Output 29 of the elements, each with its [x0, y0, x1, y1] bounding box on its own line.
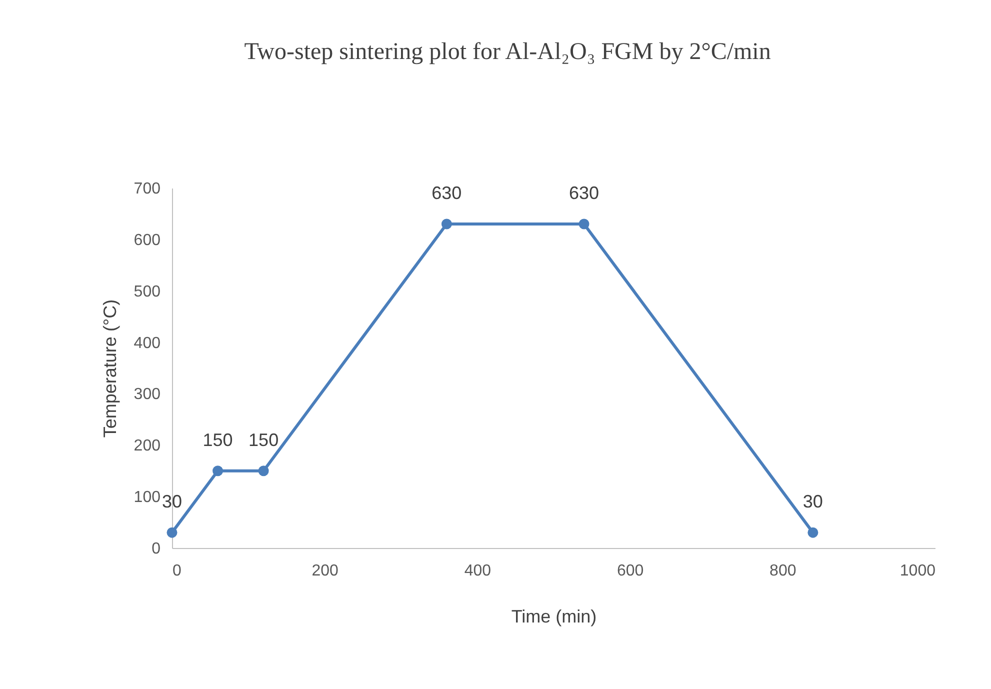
point: [441, 218, 452, 230]
data-label: 630: [432, 183, 462, 203]
point: [808, 527, 818, 538]
y-axis-title: Temperature (°C): [100, 299, 120, 438]
y-tick-label: 700: [134, 180, 161, 198]
y-tick-label: 200: [134, 438, 161, 455]
x-tick-label: 600: [616, 562, 644, 580]
data-label: 150: [248, 430, 279, 450]
x-tick-label: 200: [312, 562, 339, 580]
data-label: 30: [802, 492, 823, 512]
y-tick-label: 600: [134, 232, 161, 249]
point: [212, 466, 224, 476]
x-tick-label: 1000: [900, 562, 936, 580]
x-axis-title: Time (min): [511, 606, 597, 626]
data-label: 630: [568, 183, 600, 203]
y-tick-label: 0: [152, 540, 161, 558]
point: [578, 218, 590, 230]
y-tick-label: 100: [134, 489, 161, 506]
x-tick-label: 0: [172, 562, 182, 580]
y-tick-label: 300: [134, 386, 161, 404]
x-tick-label: 400: [464, 562, 492, 580]
y-tick-label: 500: [134, 283, 161, 300]
data-label: 30: [162, 492, 182, 512]
data-label: 150: [202, 430, 233, 450]
point: [166, 527, 178, 538]
x-tick-label: 800: [770, 562, 796, 580]
point: [258, 466, 269, 476]
chart-title: Two-step sintering plot for Al-Al₂O₃ FGM by 2°C/min: [244, 39, 771, 65]
y-tick-label: 400: [134, 334, 161, 352]
